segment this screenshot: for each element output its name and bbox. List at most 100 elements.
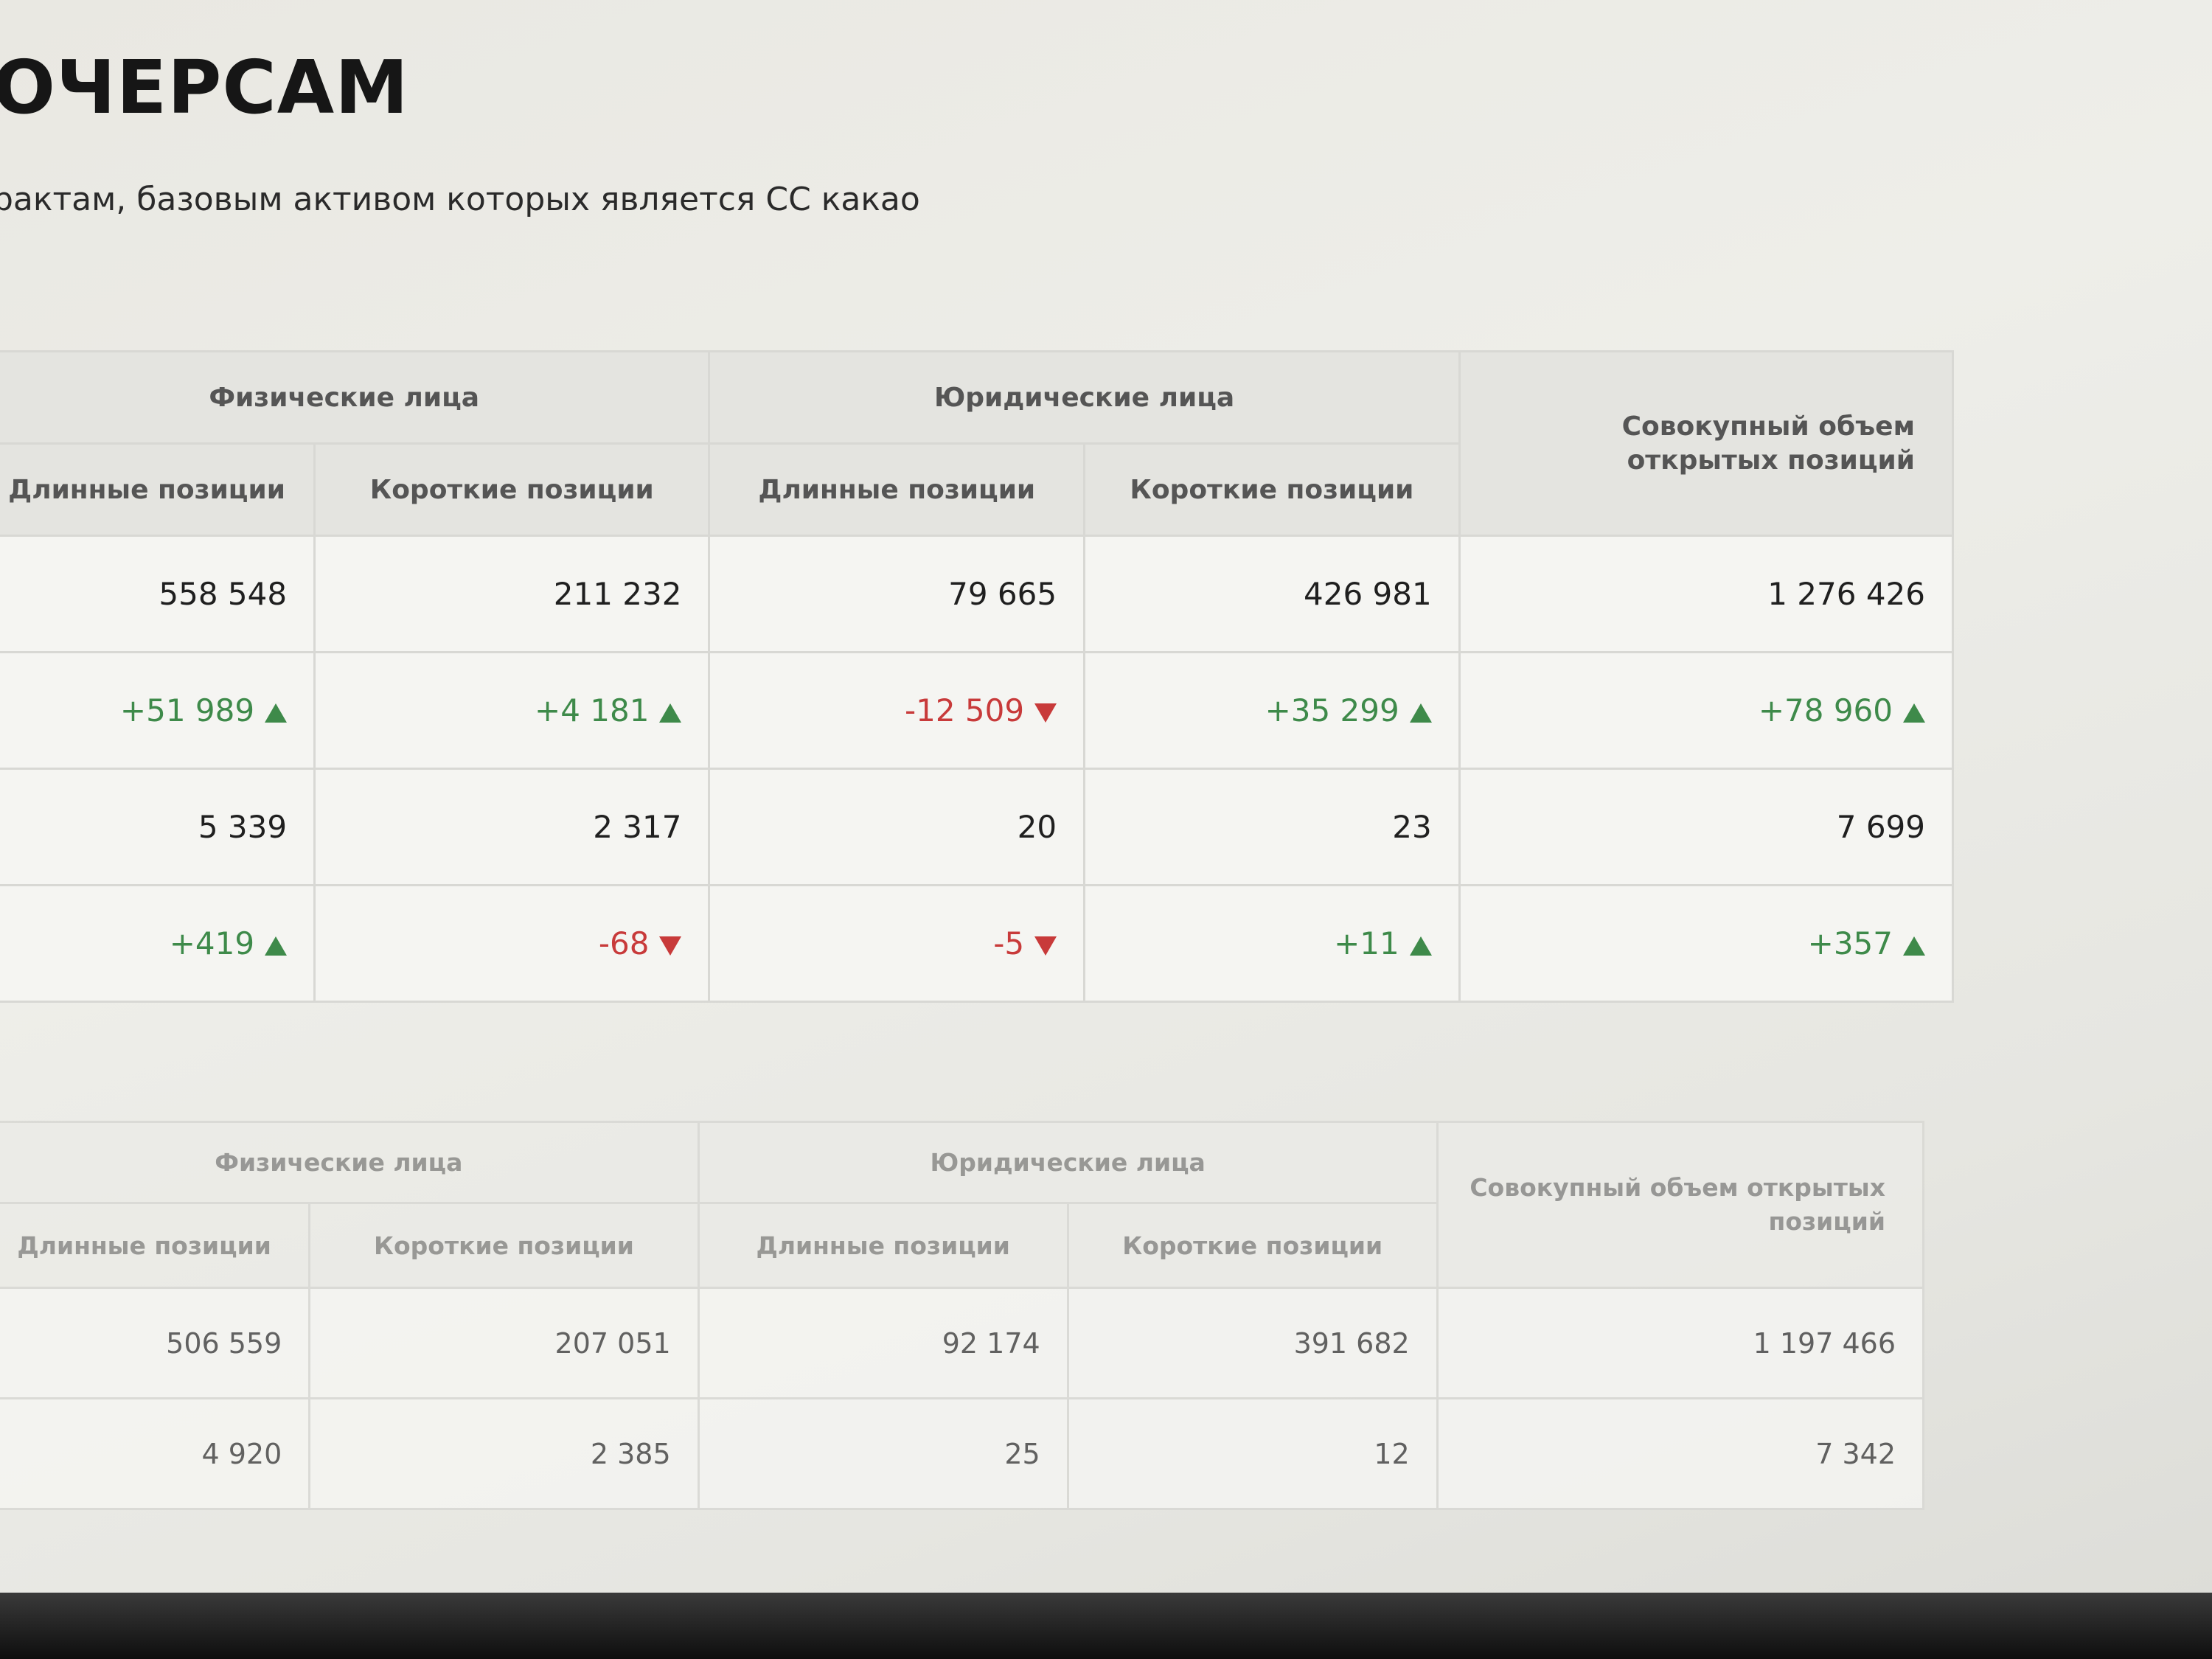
cell-value: +78 960 (1758, 692, 1893, 728)
column-header: Короткие позиции (1066, 1202, 1439, 1289)
page-title: ОЧЕРСАМ (0, 44, 409, 131)
cell-value: 506 559 (166, 1326, 282, 1360)
cell: 211 232 (313, 535, 711, 653)
cell: 20 (708, 768, 1086, 886)
cell-value: 12 (1374, 1437, 1410, 1470)
data-row: +51 989 +4 181 -12 509 +35 299 +78 960 (0, 651, 1955, 770)
cell-value: 391 682 (1293, 1326, 1410, 1360)
cell-value: +357 (1807, 925, 1893, 961)
cell-value: 207 051 (554, 1326, 671, 1360)
total-header: Совокупный объем открытых позиций (1436, 1121, 1925, 1289)
screen-bezel (0, 1593, 2212, 1659)
cell-value: 20 (1017, 809, 1057, 845)
group-header: Физические лица (0, 1121, 700, 1204)
data-row: 4 920 2 385 25 12 7 342 (0, 1397, 1925, 1510)
cell-value: -12 509 (904, 692, 1025, 728)
cell-value: 92 174 (942, 1326, 1040, 1360)
group-header: Физические лица (0, 350, 711, 445)
trend-arrow (1903, 703, 1925, 723)
cell-value: +419 (169, 925, 255, 961)
cell-value: 7 342 (1815, 1437, 1896, 1470)
cell-value: 79 665 (948, 576, 1057, 612)
cell: +78 960 (1458, 651, 1955, 770)
cell-value: 25 (1004, 1437, 1040, 1470)
cell: 2 385 (308, 1397, 700, 1510)
data-row: 5 339 2 317 20 23 7 699 (0, 768, 1955, 886)
cell: 1 197 466 (1436, 1287, 1925, 1399)
column-header: Короткие позиции (308, 1202, 700, 1289)
cell-value: +51 989 (119, 692, 255, 728)
group-header: Юридические лица (697, 1121, 1439, 1204)
positions-table: Физические лица Юридические лица Совокупны… (0, 350, 1955, 1003)
column-header: Длинные позиции (0, 1202, 311, 1289)
header-row: Физические лица Юридические лица Совокупны… (0, 350, 1955, 537)
cell: 25 (697, 1397, 1069, 1510)
cell: +35 299 (1083, 651, 1461, 770)
data-row: 558 548 211 232 79 665 426 981 1 276 426 (0, 535, 1955, 653)
header-row: Физические лица Юридические лица Совокупны… (0, 1121, 1925, 1289)
cell-value: 2 385 (590, 1437, 671, 1470)
cell: 2 317 (313, 768, 711, 886)
cell: 1 276 426 (1458, 535, 1955, 653)
cell: 426 981 (1083, 535, 1461, 653)
column-header: Короткие позиции (1083, 442, 1461, 537)
data-row: 506 559 207 051 92 174 391 682 1 197 466 (0, 1287, 1925, 1399)
data-row: +419 -68 -5 +11 +357 (0, 884, 1955, 1003)
group-header: Юридические лица (708, 350, 1461, 445)
positions-table: Физические лица Юридические лица Совокупны… (0, 1121, 1925, 1510)
column-header: Длинные позиции (0, 442, 316, 537)
cell: 558 548 (0, 535, 316, 653)
header-row: Длинные позиции Короткие позиции Длинные п… (0, 442, 1953, 537)
cell-value: +11 (1334, 925, 1399, 961)
trend-arrow (265, 936, 288, 956)
trend-arrow (1409, 703, 1432, 723)
cell: -12 509 (708, 651, 1086, 770)
cell-value: 211 232 (553, 576, 682, 612)
cell: -68 (313, 884, 711, 1003)
cell: 7 699 (1458, 768, 1955, 886)
cell: 79 665 (708, 535, 1086, 653)
trend-arrow (659, 703, 682, 723)
cell: 7 342 (1436, 1397, 1925, 1510)
column-header: Короткие позиции (313, 442, 711, 537)
cell: 506 559 (0, 1287, 311, 1399)
trend-arrow (1903, 936, 1925, 956)
trend-arrow (1034, 703, 1057, 723)
cell-value: +35 299 (1265, 692, 1399, 728)
trend-arrow (1409, 936, 1432, 956)
trend-arrow (659, 936, 682, 956)
cell: -5 (708, 884, 1086, 1003)
cell-value: 558 548 (159, 576, 288, 612)
trend-arrow (1034, 936, 1057, 956)
cell: +4 181 (313, 651, 711, 770)
cell: 12 (1066, 1397, 1439, 1510)
cell-value: 1 197 466 (1753, 1326, 1896, 1360)
cell: 23 (1083, 768, 1461, 886)
cell-value: 4 920 (201, 1437, 282, 1470)
cell: 92 174 (697, 1287, 1069, 1399)
column-header: Длинные позиции (697, 1202, 1069, 1289)
cell: 391 682 (1066, 1287, 1439, 1399)
column-header: Длинные позиции (708, 442, 1086, 537)
cell-value: -68 (598, 925, 650, 961)
cell-value: 2 317 (593, 809, 682, 845)
cell-value: 5 339 (198, 809, 288, 845)
cell: +419 (0, 884, 316, 1003)
cell-value: -5 (993, 925, 1025, 961)
cell-value: +4 181 (535, 692, 650, 728)
cell-value: 23 (1392, 809, 1432, 845)
cell: +357 (1458, 884, 1955, 1003)
cell-value: 426 981 (1304, 576, 1432, 612)
cell: 207 051 (308, 1287, 700, 1399)
cell: +11 (1083, 884, 1461, 1003)
cell-value: 7 699 (1836, 809, 1925, 845)
cell: +51 989 (0, 651, 316, 770)
page-subtitle: рактам, базовым активом которых является… (0, 181, 920, 218)
cell: 4 920 (0, 1397, 311, 1510)
cell-value: 1 276 426 (1767, 576, 1925, 612)
total-header: Совокупный объем открытых позиций (1458, 350, 1955, 537)
header-row: Длинные позиции Короткие позиции Длинные п… (0, 1202, 1924, 1289)
trend-arrow (265, 703, 288, 723)
cell: 5 339 (0, 768, 316, 886)
